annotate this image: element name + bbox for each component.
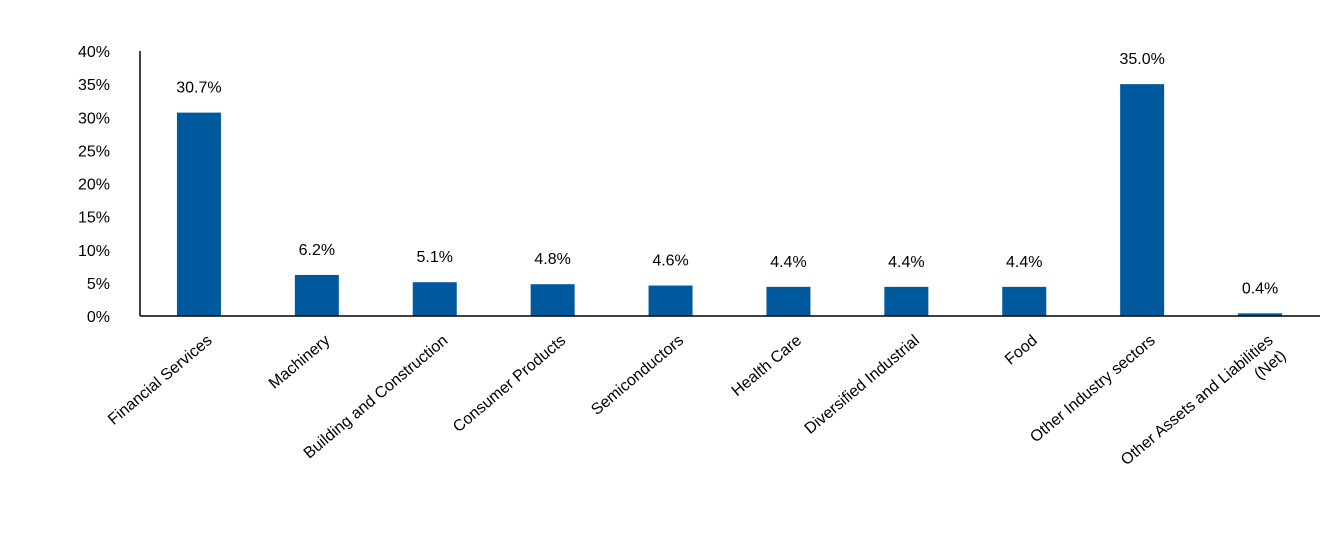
y-tick-label: 0%	[87, 309, 110, 326]
x-tick-label: Other Industry sectors	[1027, 332, 1158, 446]
y-tick-label: 15%	[78, 210, 110, 227]
y-tick-label: 5%	[87, 276, 110, 293]
data-label: 4.4%	[770, 254, 806, 271]
data-label: 35.0%	[1119, 51, 1164, 68]
y-tick-label: 20%	[78, 177, 110, 194]
y-tick-label: 35%	[78, 77, 110, 94]
data-labels: 30.7% 6.2% 5.1% 4.8% 4.6% 4.4% 4.4% 4.4% 35.0% 0.…	[176, 51, 1278, 297]
data-label: 5.1%	[417, 249, 453, 266]
bar	[1120, 84, 1165, 316]
bar	[766, 286, 811, 316]
bar	[294, 274, 339, 316]
data-label: 4.4%	[888, 254, 924, 271]
bar	[1238, 313, 1283, 316]
x-tick-label: Health Care	[729, 332, 805, 400]
bar	[530, 284, 575, 316]
bar	[648, 285, 693, 316]
y-axis-ticks: 0% 5% 10% 15% 20% 25% 30% 35% 40%	[78, 44, 110, 326]
data-label: 6.2%	[299, 242, 335, 259]
x-tick-label: Machinery	[266, 332, 333, 392]
y-tick-label: 30%	[78, 110, 110, 127]
data-label: 4.6%	[652, 253, 688, 270]
x-tick-label: Consumer Products	[450, 332, 569, 436]
x-tick-label: Food	[1002, 332, 1041, 368]
x-tick-label: Semiconductors	[588, 332, 687, 419]
y-tick-label: 25%	[78, 143, 110, 160]
bar	[412, 282, 457, 316]
bar	[176, 112, 221, 316]
y-tick-label: 40%	[78, 44, 110, 61]
x-tick-label: Financial Services	[105, 332, 215, 428]
x-tick-label: Diversified Industrial	[802, 332, 923, 438]
data-label: 30.7%	[176, 80, 221, 97]
data-label: 0.4%	[1242, 280, 1278, 297]
y-tick-label: 10%	[78, 243, 110, 260]
bars	[176, 84, 1283, 316]
bar	[1002, 286, 1047, 316]
data-label: 4.4%	[1006, 254, 1042, 271]
bar	[884, 286, 929, 316]
data-label: 4.8%	[534, 251, 570, 268]
